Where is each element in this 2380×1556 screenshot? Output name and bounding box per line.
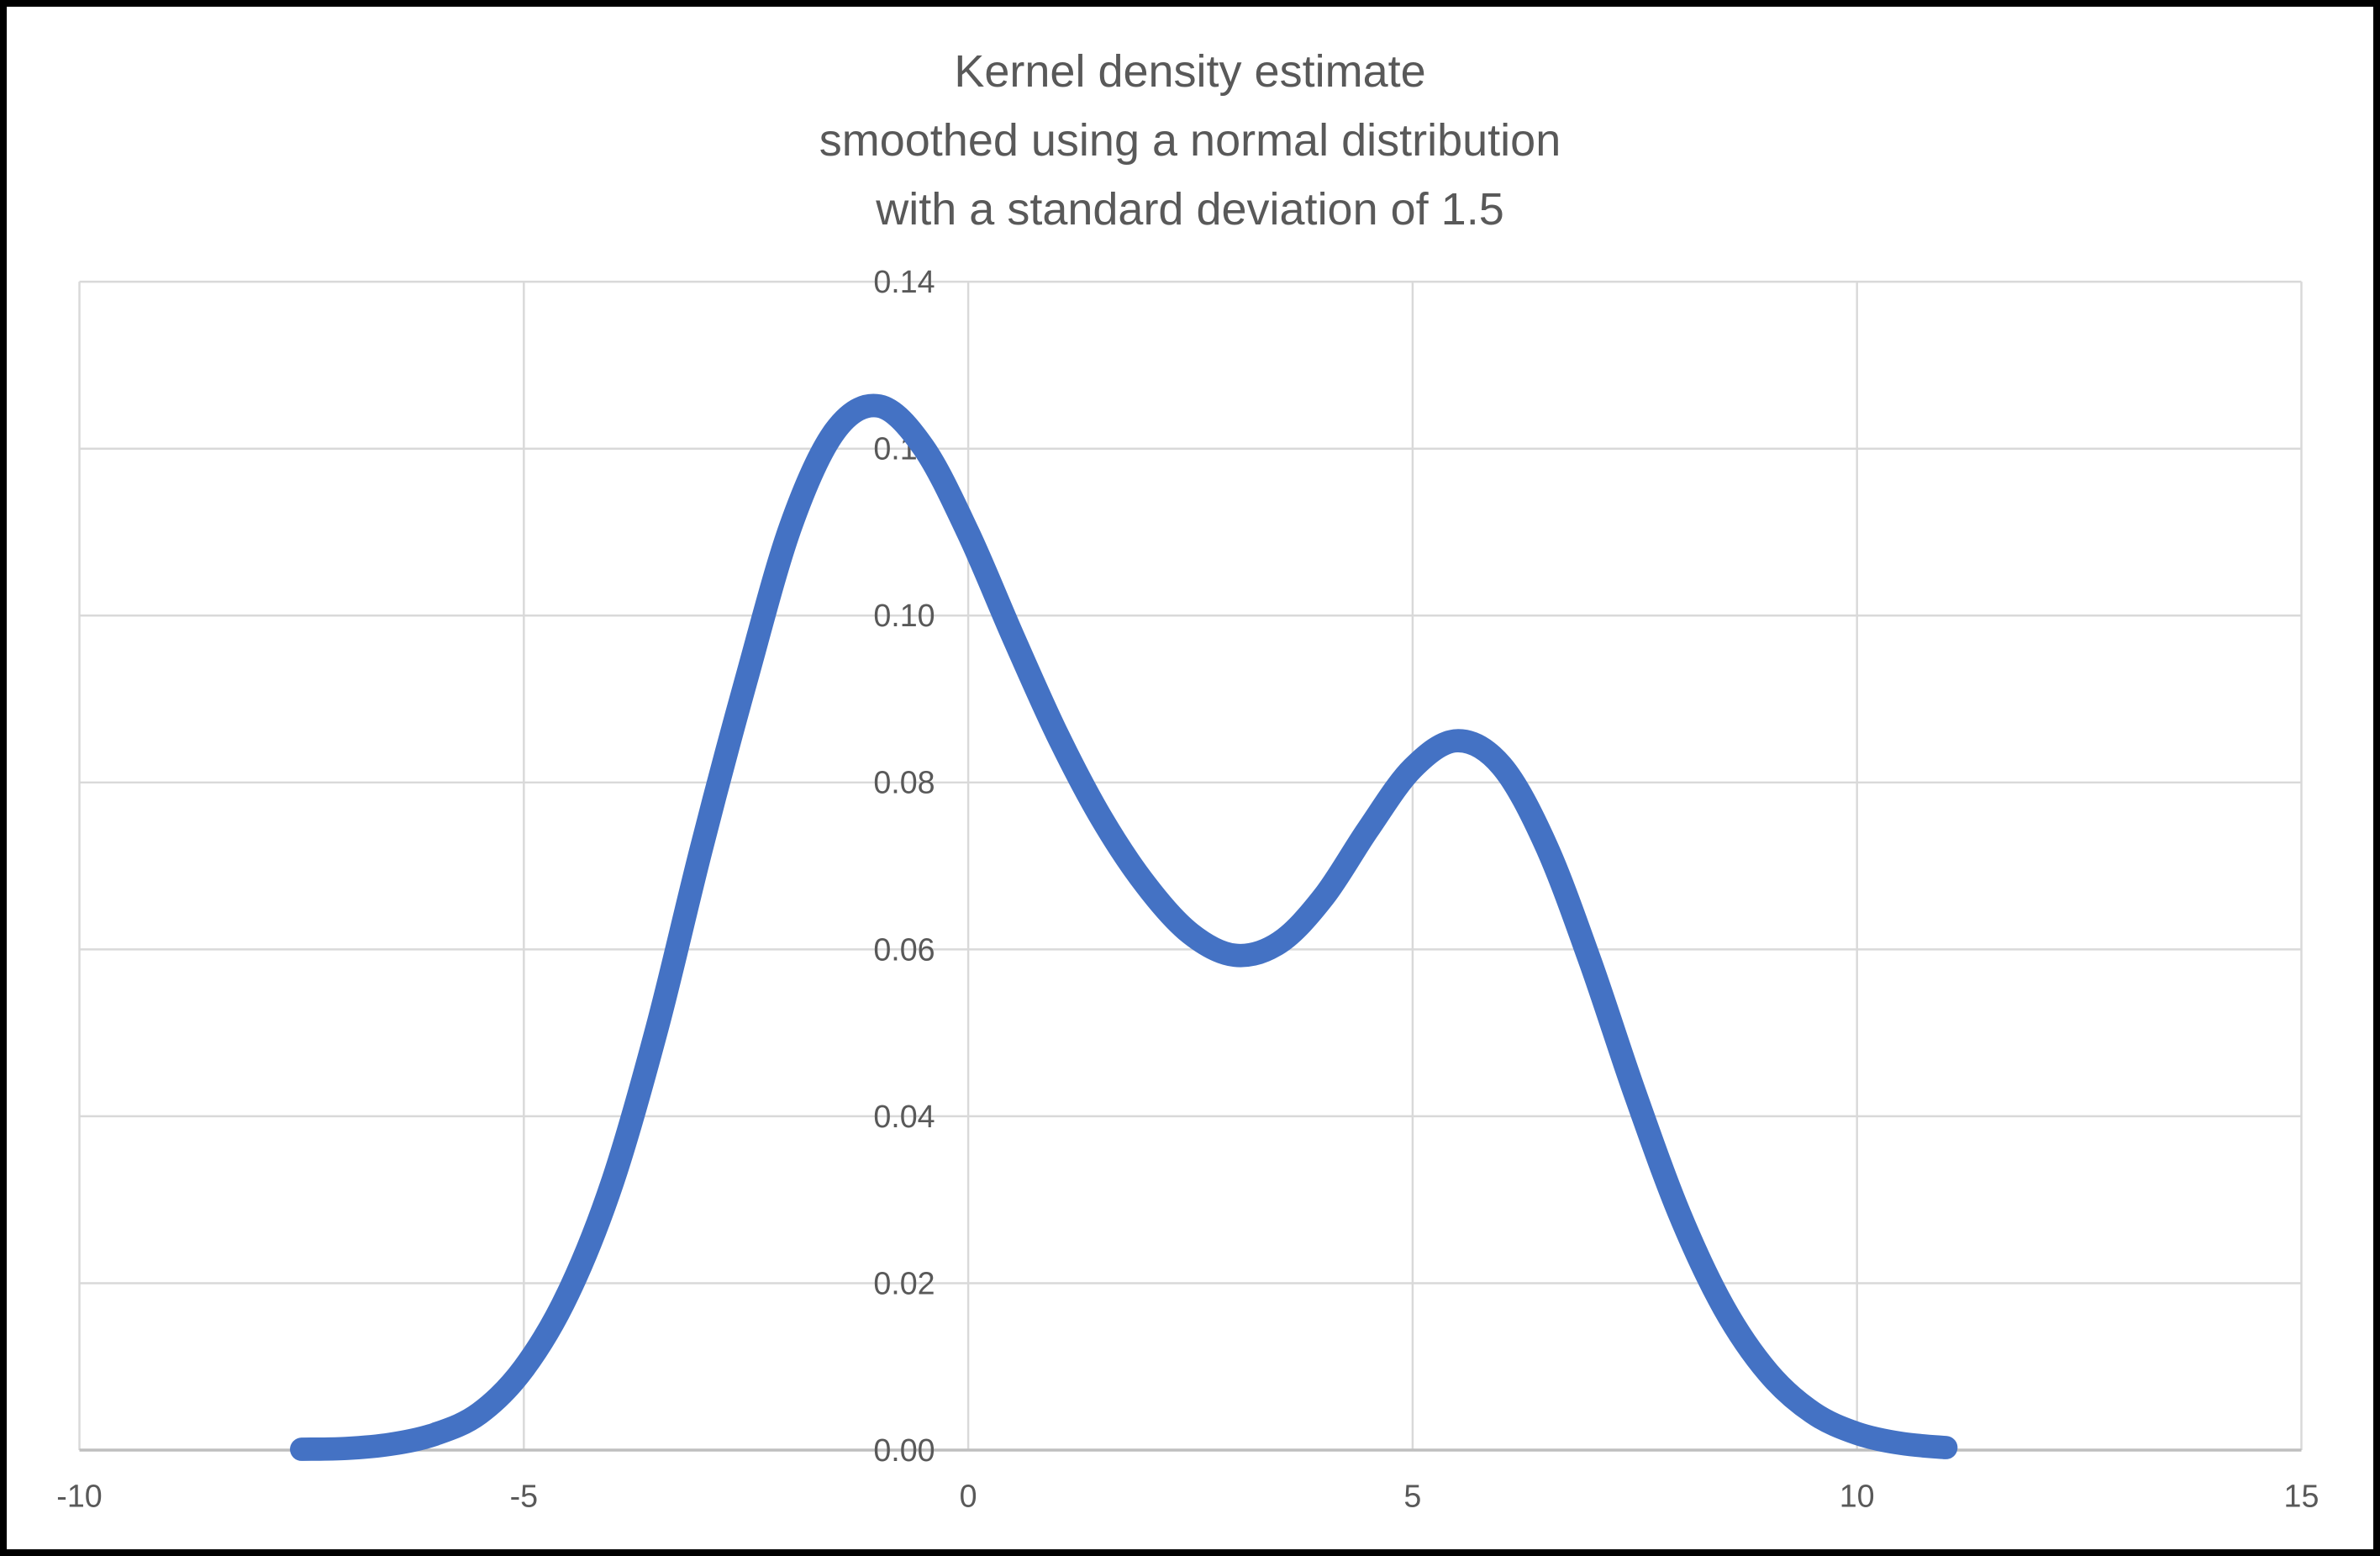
chart-title-line-3: with a standard deviation of 1.5 xyxy=(876,184,1504,235)
x-tick-label: 10 xyxy=(1840,1478,1875,1513)
y-tick-label: 0.10 xyxy=(873,598,935,633)
y-tick-label: 0.02 xyxy=(873,1265,935,1300)
x-tick-label: 15 xyxy=(2284,1478,2319,1513)
x-tick-label: -10 xyxy=(56,1478,102,1513)
y-tick-label: 0.08 xyxy=(873,765,935,800)
y-tick-label: 0.06 xyxy=(873,931,935,967)
plot-area: 0.140.120.100.080.060.040.020.00-10 -5 0 5 1… xyxy=(56,264,2319,1513)
kde-curve xyxy=(290,393,1958,1461)
y-tick-label: 0.14 xyxy=(873,264,935,299)
y-tick-label: 0.04 xyxy=(873,1099,935,1134)
chart-title-line-1: Kernel density estimate xyxy=(954,46,1426,97)
chart-title: Kernel density estimate smoothed using a… xyxy=(7,37,2373,244)
chart-title-line-2: smoothed using a normal distribution xyxy=(819,115,1561,166)
y-tick-label: 0.00 xyxy=(873,1432,935,1468)
x-tick-label: 0 xyxy=(960,1478,977,1513)
x-tick-label: 5 xyxy=(1403,1478,1421,1513)
x-tick-label: -5 xyxy=(510,1478,538,1513)
